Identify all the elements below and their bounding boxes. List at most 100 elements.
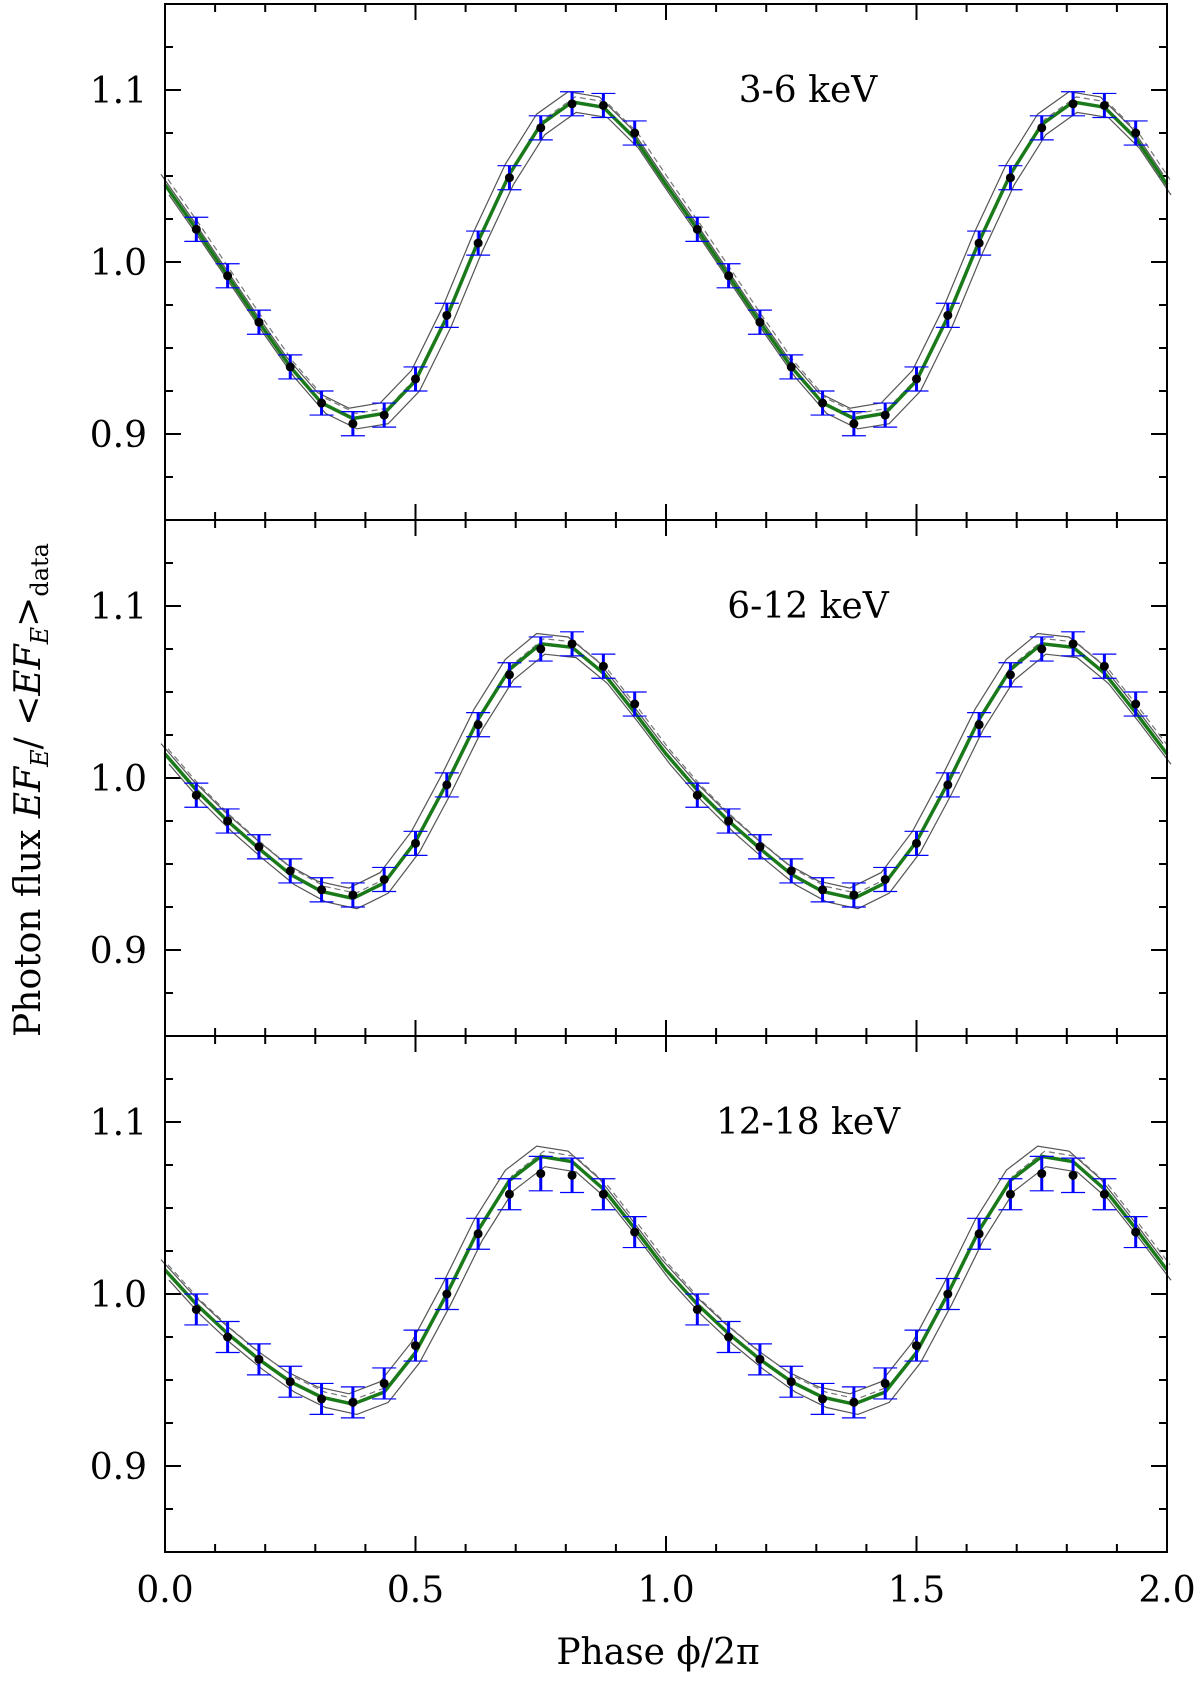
data-point bbox=[818, 885, 828, 895]
data-point bbox=[692, 790, 702, 800]
data-point bbox=[1131, 1227, 1141, 1237]
data-point bbox=[536, 644, 546, 654]
data-point bbox=[912, 1341, 921, 1351]
data-point bbox=[1005, 1189, 1015, 1199]
y-tick-label: 1.0 bbox=[90, 1275, 147, 1316]
energy-band-label: 12-18 keV bbox=[716, 1102, 901, 1143]
data-point bbox=[1099, 1189, 1109, 1199]
data-point bbox=[191, 1304, 201, 1314]
model-envelope-lower bbox=[168, 111, 1172, 430]
data-point bbox=[1131, 128, 1141, 138]
data-point bbox=[411, 374, 420, 384]
data-point bbox=[223, 271, 233, 281]
data-point bbox=[755, 842, 765, 852]
panels: 0.9 1.0 1.1 3-6 keV 0.9 1.0 1.1 6-12 keV 0.9 1.0 1… bbox=[90, 3, 1196, 1611]
data-point bbox=[411, 838, 420, 848]
data-point bbox=[630, 1227, 640, 1237]
data-point bbox=[849, 419, 859, 429]
y-axis-title-ef2: EF bbox=[8, 642, 49, 696]
data-point bbox=[442, 780, 452, 790]
data-point bbox=[473, 720, 483, 730]
y-axis-title-sub2: E bbox=[26, 626, 54, 645]
model-dashed bbox=[167, 638, 1171, 894]
data-point bbox=[818, 398, 828, 408]
y-tick-label: 0.9 bbox=[90, 415, 147, 456]
energy-band-label: 3-6 keV bbox=[739, 70, 879, 111]
data-point bbox=[285, 866, 295, 876]
x-tick-label: 1.0 bbox=[637, 1570, 694, 1611]
data-point bbox=[849, 890, 859, 900]
panel-frame bbox=[164, 3, 1168, 521]
data-point bbox=[630, 699, 640, 709]
data-point bbox=[849, 1397, 859, 1407]
panel-2: 0.9 1.0 1.1 6-12 keV bbox=[90, 519, 1172, 1037]
y-axis-title-close: > bbox=[8, 597, 49, 627]
data-point bbox=[943, 780, 953, 790]
data-point bbox=[317, 398, 327, 408]
data-point bbox=[1131, 699, 1141, 709]
data-point bbox=[348, 890, 358, 900]
data-point bbox=[943, 1289, 953, 1299]
data-point bbox=[379, 874, 389, 884]
data-point bbox=[254, 842, 264, 852]
data-point bbox=[473, 1229, 483, 1239]
model-envelope-upper bbox=[160, 1145, 1164, 1395]
energy-band-label: 6-12 keV bbox=[727, 586, 889, 627]
data-point bbox=[1099, 661, 1109, 671]
model-best-fit bbox=[163, 641, 1169, 901]
data-point bbox=[598, 1189, 608, 1199]
data-point bbox=[974, 720, 984, 730]
data-point bbox=[974, 238, 984, 248]
data-point bbox=[974, 1229, 984, 1239]
data-point bbox=[724, 816, 734, 826]
y-axis-title-prefix: Photon flux bbox=[8, 818, 49, 1037]
y-tick-label: 0.9 bbox=[90, 931, 147, 972]
data-point bbox=[348, 419, 358, 429]
panel-1: 0.9 1.0 1.1 3-6 keV bbox=[90, 3, 1172, 521]
data-point bbox=[567, 99, 577, 109]
panel-frame bbox=[164, 1035, 1168, 1553]
data-point bbox=[1068, 99, 1078, 109]
data-point bbox=[880, 874, 890, 884]
data-point bbox=[1037, 123, 1047, 133]
panel-3: 0.9 1.0 1.1 12-18 keV bbox=[90, 1035, 1172, 1553]
data-point bbox=[191, 224, 201, 234]
data-point bbox=[536, 1169, 546, 1179]
y-tick-label: 0.9 bbox=[90, 1447, 147, 1488]
model-envelope-upper bbox=[160, 632, 1164, 889]
data-point bbox=[692, 1304, 702, 1314]
data-point bbox=[880, 410, 890, 420]
y-axis-title-sub: E bbox=[26, 749, 54, 768]
data-point bbox=[786, 362, 796, 372]
data-point bbox=[442, 310, 452, 320]
y-axis-title: Photon flux EFE/ <EFE>data bbox=[8, 543, 54, 1037]
data-point bbox=[755, 1354, 765, 1364]
data-point bbox=[880, 1378, 890, 1388]
y-axis-title-mid: / < bbox=[8, 696, 49, 750]
data-point bbox=[1068, 1170, 1078, 1180]
data-point bbox=[786, 1377, 796, 1387]
model-envelope-lower bbox=[168, 653, 1172, 910]
x-tick-label: 1.5 bbox=[888, 1570, 945, 1611]
data-point bbox=[912, 838, 921, 848]
data-point bbox=[317, 885, 327, 895]
data-point bbox=[598, 100, 608, 110]
data-point bbox=[692, 224, 702, 234]
data-point bbox=[1005, 173, 1015, 183]
data-point bbox=[504, 1189, 514, 1199]
x-tick-label: 0.0 bbox=[136, 1570, 193, 1611]
model-best-fit bbox=[163, 1154, 1169, 1406]
data-point bbox=[1005, 670, 1015, 680]
data-point bbox=[1068, 639, 1078, 649]
data-point bbox=[567, 1170, 577, 1180]
y-axis-title-ef: EF bbox=[8, 765, 49, 819]
model-dashed bbox=[167, 96, 1171, 415]
data-point bbox=[442, 1289, 452, 1299]
y-tick-label: 1.0 bbox=[90, 243, 147, 284]
data-point bbox=[1037, 644, 1047, 654]
y-tick-label: 1.1 bbox=[90, 1103, 147, 1144]
data-point bbox=[254, 317, 264, 327]
data-point bbox=[536, 123, 546, 133]
data-point bbox=[567, 639, 577, 649]
